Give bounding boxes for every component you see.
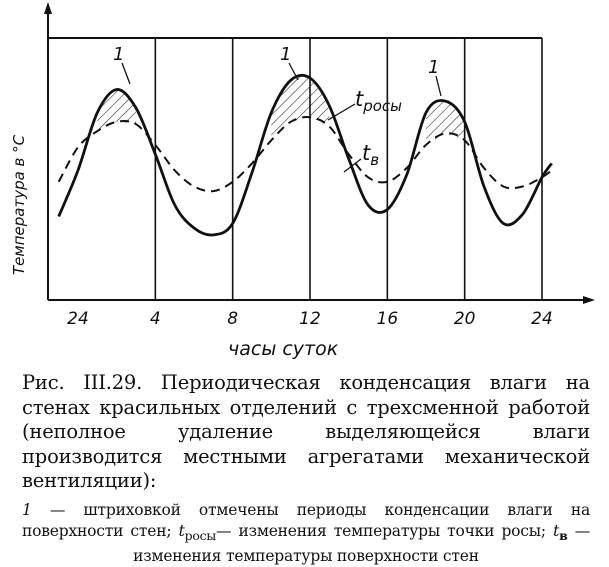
x-tick-labels: 24 4 8 12 16 20 24 (67, 309, 553, 329)
condensation-hatched-areas (97, 75, 552, 178)
x-tick-label-4: 16 (377, 309, 399, 329)
legend-2-symbol: t (178, 521, 185, 540)
legend-2-text: — изменения температуры точки росы; (216, 521, 554, 540)
curve-label-1c: 1 (428, 57, 439, 78)
x-axis-label: часы суток (228, 338, 339, 360)
figure-caption: Рис. III.29. Периодическая конденсация в… (22, 371, 590, 567)
series-line-t-v (57, 73, 553, 237)
legend-3-symbol: t (553, 521, 560, 540)
legend-1-text: — штриховкой отмечены периоды конденсаци… (22, 500, 590, 540)
condensation-area (97, 89, 136, 132)
series-lines (57, 73, 553, 237)
t-rosy-leader (327, 103, 356, 121)
legend-3-sub: в (559, 527, 568, 543)
condensation-area (271, 75, 330, 141)
legend-2-sub: росы (184, 527, 217, 543)
condensation-area (426, 100, 465, 145)
x-tick-label-6: 24 (531, 309, 553, 329)
curve-label-1b: 1 (280, 44, 291, 65)
t-rosy-label: tросы (355, 87, 402, 115)
t-v-leader (343, 158, 362, 173)
series-line-t-rosy (57, 116, 553, 193)
caption-title: Рис. III.29. Периодическая конденсация в… (22, 371, 590, 492)
caption-legend: 1 — штриховкой отмечены периоды конденса… (22, 500, 590, 567)
y-axis-label: Температура в °C (10, 134, 28, 275)
x-tick-label-1: 4 (150, 309, 161, 329)
x-tick-label-2: 8 (227, 309, 238, 329)
curve-label-1a: 1 (113, 44, 124, 65)
x-axis-arrow (583, 296, 595, 304)
y-axis-arrow (44, 2, 52, 14)
curve-label-1b-leader (288, 62, 299, 81)
x-tick-label-3: 12 (299, 309, 321, 329)
curve-label-1a-leader (121, 62, 131, 85)
curve-label-1c-leader (435, 75, 442, 97)
legend-3-text: — изменения температуры поверхности стен (133, 521, 590, 565)
x-tick-label-0: 24 (67, 309, 89, 329)
x-tick-label-5: 20 (454, 309, 476, 329)
legend-1-number: 1 (22, 500, 32, 519)
t-v-label: tв (362, 141, 379, 169)
condensation-chart: 24 4 8 12 16 20 24 Температура в °C часы суток… (10, 2, 595, 360)
